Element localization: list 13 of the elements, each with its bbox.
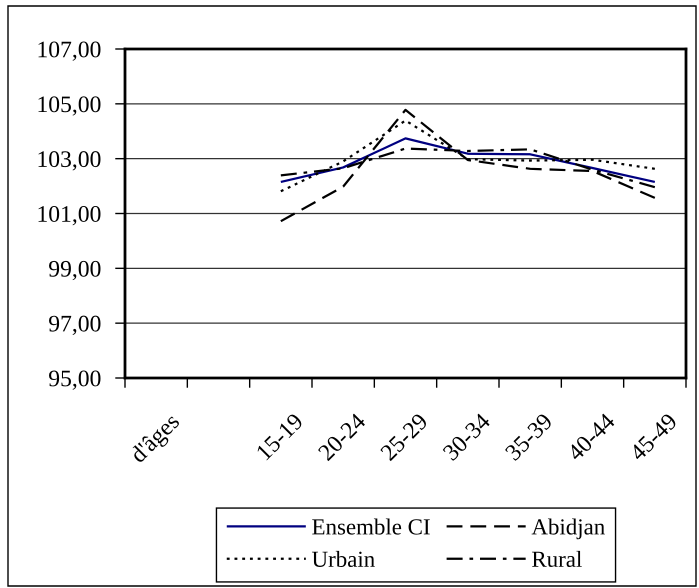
y-tick-label: 97,00 (49, 316, 100, 335)
line-series (280, 137, 656, 184)
y-tick-label: 105,00 (38, 96, 100, 116)
legend-label: Urbain (312, 550, 375, 567)
y-tick-label: 95,00 (49, 370, 100, 390)
legend-label: Ensemble CI (312, 518, 430, 535)
line-series (280, 108, 656, 222)
legend-label: Rural (532, 550, 582, 567)
y-tick-label: 103,00 (38, 151, 100, 170)
y-tick-label: 107,00 (38, 41, 100, 61)
y-tick-label: 101,00 (38, 206, 100, 226)
y-tick-label: 99,00 (49, 260, 100, 280)
legend-label: Abidjan (532, 518, 605, 540)
